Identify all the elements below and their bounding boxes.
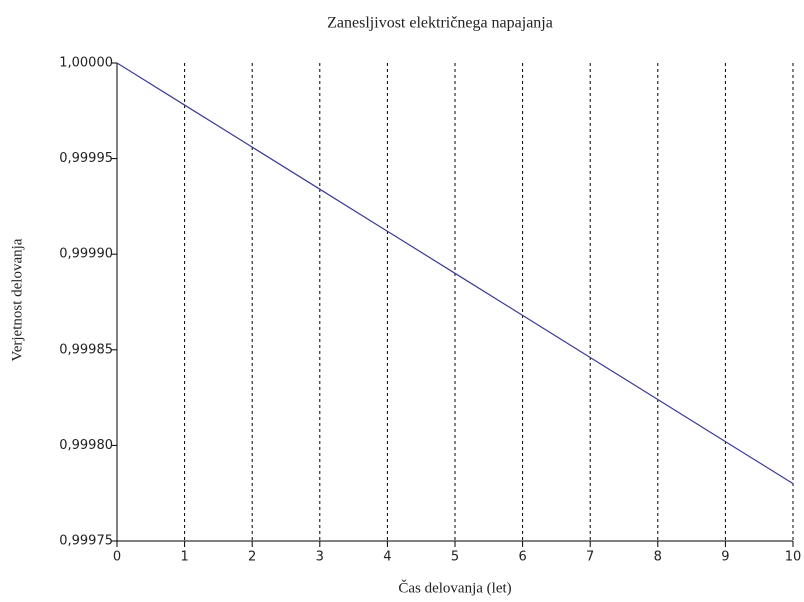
y-axis-label: Verjetnost delovanja <box>9 238 25 361</box>
x-tick-label: 2 <box>248 550 256 565</box>
x-tick-label: 0 <box>113 550 121 565</box>
y-tick-label: 0,99990 <box>59 247 113 262</box>
x-tick-label: 7 <box>586 550 594 565</box>
x-tick-label: 8 <box>654 550 662 565</box>
x-axis-label: Čas delovanja (let) <box>398 579 511 596</box>
x-tick-label: 5 <box>451 550 459 565</box>
x-tick-label: 4 <box>383 550 391 565</box>
y-tick-label: 0,99975 <box>59 534 113 549</box>
x-tick-label: 6 <box>518 550 526 565</box>
y-tick-label: 0,99995 <box>59 151 113 166</box>
y-tick-label: 0,99985 <box>59 342 113 357</box>
x-tick-label: 1 <box>180 550 188 565</box>
chart-title: Zanesljivost električnega napajanja <box>327 15 553 32</box>
data-line <box>116 62 794 485</box>
y-tick-label: 1,00000 <box>59 56 113 71</box>
x-tick-label: 10 <box>785 550 802 565</box>
x-tick-label: 3 <box>316 550 324 565</box>
x-tick-label: 9 <box>721 550 729 565</box>
y-tick-label: 0,99980 <box>59 438 113 453</box>
